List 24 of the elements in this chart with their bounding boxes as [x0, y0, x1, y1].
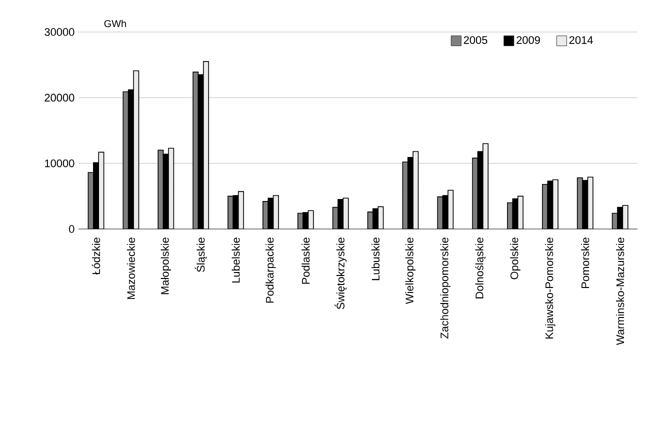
x-tick-label: Małopolskie [160, 238, 171, 294]
x-tick-label: Podkarpackie [266, 238, 276, 303]
x-tick-label: Świętokrzyskie [334, 238, 347, 310]
x-tick-label: Warminsko-Mazurskie [616, 238, 624, 346]
x-tick-label: Pomorskie [581, 238, 590, 288]
x-tick-label: Opolskie [510, 238, 520, 280]
y-tick-label: 30000 [44, 28, 74, 36]
y-tick-label: 10000 [45, 159, 74, 168]
x-tick-label: Podlaskie [302, 238, 310, 284]
y-tick-label: 0 [69, 225, 74, 233]
y-tick-label: 20000 [44, 94, 74, 102]
legend-label: 2014 [569, 36, 593, 44]
x-tick-label: Lubelskie [232, 238, 240, 282]
x-tick-label: Łódzkie [92, 238, 100, 275]
legend-label: 2009 [516, 36, 540, 44]
x-tick-label: Zachodniopomorskie [440, 238, 450, 338]
x-tick-label: Wielkopolskie [405, 238, 416, 304]
x-tick-label: Śląskie [194, 238, 207, 272]
y-axis-title: GWh [104, 20, 126, 28]
x-tick-label: Kujawsko-Pomorskie [545, 238, 556, 339]
x-tick-label: Lubuskie [371, 238, 380, 280]
legend-label: 2005 [464, 36, 488, 44]
x-tick-label: Dolnośląskie [475, 238, 486, 298]
x-tick-label: Mazowieckie [126, 238, 135, 299]
